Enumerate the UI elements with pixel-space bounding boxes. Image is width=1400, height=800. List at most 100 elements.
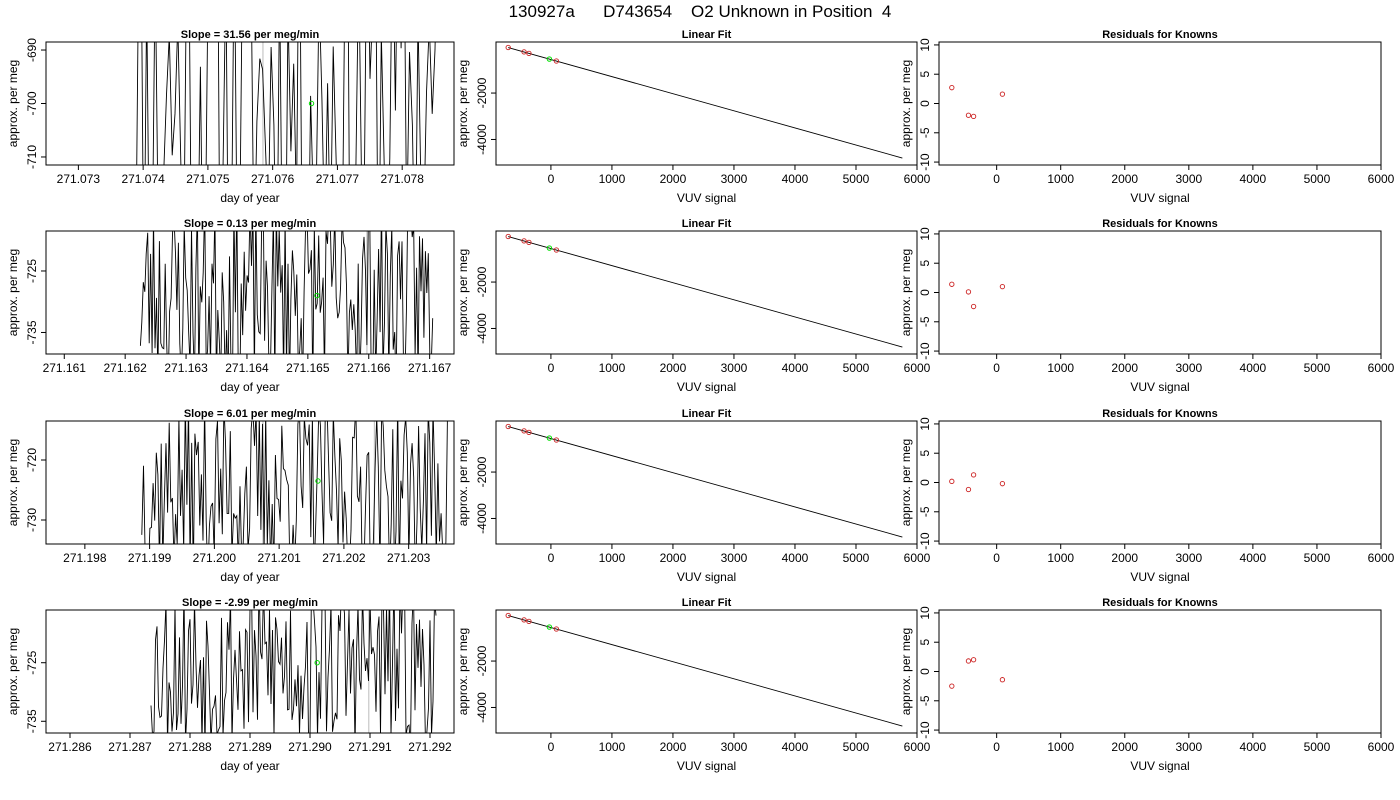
chart-3-xtick-label-7: 6000	[1368, 172, 1395, 186]
chart-3-ylabel: approx. per meg	[899, 60, 913, 147]
chart-5-known-point-4	[553, 247, 560, 253]
chart-12-xtick-label-4: 3000	[1175, 740, 1202, 754]
chart-6-plot-area	[949, 281, 1006, 310]
chart-10-plot-area	[150, 610, 437, 733]
chart-1-xtick-label-3: 271.075	[186, 172, 230, 186]
chart-9-known-point-3	[970, 472, 977, 478]
chart-3-known-point-3	[970, 113, 977, 120]
chart-4-time-series: 271.161 271.162 271.163 271.164 271.165 271.1…	[6, 218, 455, 394]
chart-9-residuals: 0 1000 2000 3000 4000 5000 6000-10-50510Residu…	[899, 408, 1395, 584]
chart-11-xtick-label-2: 1000	[599, 740, 626, 754]
chart-6-xtick-label-3: 2000	[1111, 361, 1138, 375]
chart-11-known-point-4	[553, 626, 560, 632]
chart-12-known-point-2	[965, 658, 972, 664]
chart-3-xtick-label-3: 2000	[1111, 172, 1138, 186]
chart-9-xtick-label-4: 3000	[1175, 551, 1202, 565]
chart-12-ytick-label-5: 10	[918, 606, 932, 620]
chart-5-known-point-1	[505, 233, 511, 240]
chart-2-ytick-label-2: -2000	[475, 77, 489, 108]
chart-1-xlabel: day of year	[220, 191, 279, 205]
chart-1-xtick-label-2: 271.074	[121, 172, 165, 186]
chart-4-xtick-label-6: 271.166	[347, 361, 391, 375]
chart-10-xtick-label-1: 271.286	[48, 740, 92, 754]
chart-12-xlabel: VUV signal	[1130, 759, 1189, 773]
chart-9-ytick-label-3: 0	[918, 479, 932, 486]
chart-4-xtick-label-1: 271.161	[43, 361, 87, 375]
chart-10-unknown-point	[314, 660, 320, 666]
chart-12-known-point-1	[949, 683, 955, 689]
chart-7-time-series: 271.198 271.199 271.200 271.201 271.202 271.2…	[6, 408, 455, 584]
chart-10-xtick-label-5: 271.290	[288, 740, 332, 754]
chart-7-ytick-label-2: -720	[25, 448, 39, 472]
chart-2-ylabel: approx. per meg	[456, 60, 470, 147]
chart-11-ylabel: approx. per meg	[456, 628, 470, 715]
chart-9-known-point-4	[999, 481, 1006, 487]
chart-9-ytick-label-2: -5	[918, 506, 932, 517]
chart-11-known-point-3	[526, 618, 532, 625]
chart-6-ytick-label-4: 5	[918, 260, 932, 267]
chart-9-xlabel: VUV signal	[1130, 570, 1189, 584]
chart-4-xtick-label-7: 271.167	[408, 361, 452, 375]
chart-4-ylabel: approx. per meg	[6, 249, 20, 336]
sample-id: D743654	[603, 2, 673, 21]
chart-4-xlabel: day of year	[220, 380, 279, 394]
chart-4-frame	[45, 230, 455, 355]
chart-1-xtick-label-4: 271.076	[251, 172, 295, 186]
chart-12-xtick-label-6: 5000	[1304, 740, 1331, 754]
chart-7-ytick-label-1: -730	[25, 508, 39, 532]
chart-9-xtick-label-7: 6000	[1368, 551, 1395, 565]
chart-2-xtick-label-7: 6000	[904, 172, 931, 186]
chart-5-xtick-label-7: 6000	[904, 361, 931, 375]
chart-3-xtick-label-6: 5000	[1304, 172, 1331, 186]
chart-7-xtick-label-5: 271.202	[322, 551, 366, 565]
chart-11-xtick-label-7: 6000	[904, 740, 931, 754]
chart-9-xtick-label-1: 0	[993, 551, 1000, 565]
chart-5-unknown-point	[546, 245, 553, 251]
chart-3-known-point-4	[999, 91, 1006, 97]
chart-9-plot-area	[949, 472, 1006, 493]
chart-12-known-point-4	[999, 677, 1006, 683]
chart-2-known-point-3	[526, 50, 532, 57]
chart-7-xtick-label-2: 271.199	[128, 551, 172, 565]
chart-1-plot-area	[136, 42, 436, 165]
chart-7-ylabel: approx. per meg	[6, 439, 20, 526]
chart-7-unknown-point	[315, 478, 321, 484]
chart-10-ylabel: approx. per meg	[6, 628, 20, 715]
chart-12-ytick-label-4: 5	[918, 639, 932, 646]
chart-6-known-point-2	[965, 289, 972, 295]
chart-8-unknown-point	[546, 435, 553, 441]
chart-5-xtick-label-4: 3000	[721, 361, 748, 375]
chart-9-title: Residuals for Knowns	[1102, 408, 1218, 420]
chart-5-ytick-label-1: -4000	[475, 313, 489, 344]
chart-8-ylabel: approx. per meg	[456, 439, 470, 526]
chart-4-trace-line	[139, 231, 434, 354]
chart-8-frame	[495, 420, 918, 545]
chart-8-xtick-label-4: 3000	[721, 551, 748, 565]
chart-9-ytick-label-1: -10	[918, 532, 932, 550]
chart-8-xtick-label-3: 2000	[660, 551, 687, 565]
chart-9-xtick-label-3: 2000	[1111, 551, 1138, 565]
chart-10-xtick-label-7: 271.292	[408, 740, 452, 754]
chart-6-frame	[938, 230, 1382, 355]
chart-8-plot-area	[505, 423, 903, 538]
chart-2-xtick-label-5: 4000	[782, 172, 809, 186]
chart-2-known-point-4	[553, 58, 560, 64]
chart-8-xtick-label-5: 4000	[782, 551, 809, 565]
chart-2-frame	[495, 41, 918, 166]
chart-9-ytick-label-5: 10	[918, 417, 932, 431]
chart-10-ytick-label-2: -725	[25, 650, 39, 674]
chart-3-frame	[938, 41, 1382, 166]
chart-3-residuals: 0 1000 2000 3000 4000 5000 6000-10-50510Residu…	[899, 29, 1395, 205]
chart-11-xtick-label-5: 4000	[782, 740, 809, 754]
chart-4-title: Slope = 0.13 per meg/min	[184, 218, 317, 230]
chart-8-xtick-label-2: 1000	[599, 551, 626, 565]
chart-8-xlabel: VUV signal	[677, 570, 736, 584]
chart-2-fit-line	[508, 47, 903, 159]
chart-8-known-point-1	[505, 423, 511, 430]
chart-12-ylabel: approx. per meg	[899, 628, 913, 715]
chart-11-fit-line	[508, 615, 903, 727]
chart-4-ytick-label-2: -725	[25, 259, 39, 283]
chart-11-xtick-label-1: 0	[548, 740, 555, 754]
chart-4-unknown-point	[314, 292, 320, 299]
chart-10-xtick-label-2: 271.287	[108, 740, 152, 754]
